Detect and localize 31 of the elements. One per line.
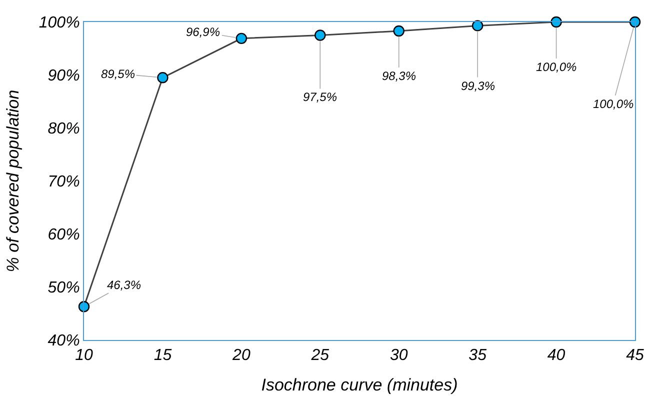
data-label: 46,3% xyxy=(107,278,142,292)
data-label: 96,9% xyxy=(186,25,220,39)
x-tick-label: 25 xyxy=(310,347,330,364)
x-tick-label: 10 xyxy=(75,347,93,364)
x-tick-label: 40 xyxy=(547,347,566,364)
point xyxy=(236,32,248,44)
data-label: 100,0% xyxy=(593,97,634,111)
y-axis-title: % of covered population xyxy=(3,90,22,272)
data-label: 99,3% xyxy=(461,79,496,93)
point xyxy=(472,20,484,32)
y-tick-label: 60% xyxy=(48,226,80,244)
y-tick-label: 70% xyxy=(48,174,80,191)
x-tick-label: 45 xyxy=(626,347,644,364)
data-label: 100,0% xyxy=(536,60,578,74)
x-tick-label: 20 xyxy=(232,347,250,364)
point xyxy=(314,30,326,41)
data-label: 89,5% xyxy=(101,67,136,81)
point xyxy=(157,72,168,84)
point xyxy=(393,25,404,37)
y-tick-label: 40% xyxy=(48,332,80,350)
y-tick-label: 50% xyxy=(48,280,80,297)
y-tick-label: 100% xyxy=(38,14,80,32)
x-tick-label: 30 xyxy=(390,347,408,364)
data-label: 97,5% xyxy=(303,90,338,104)
y-tick-label: 80% xyxy=(48,120,80,138)
y-tick-label: 90% xyxy=(48,68,80,85)
x-axis-title: Isochrone curve (minutes) xyxy=(261,376,458,395)
data-label: 98,3% xyxy=(382,69,416,83)
x-tick-label: 15 xyxy=(154,347,172,364)
x-tick-label: 35 xyxy=(468,347,487,364)
point xyxy=(550,16,562,28)
